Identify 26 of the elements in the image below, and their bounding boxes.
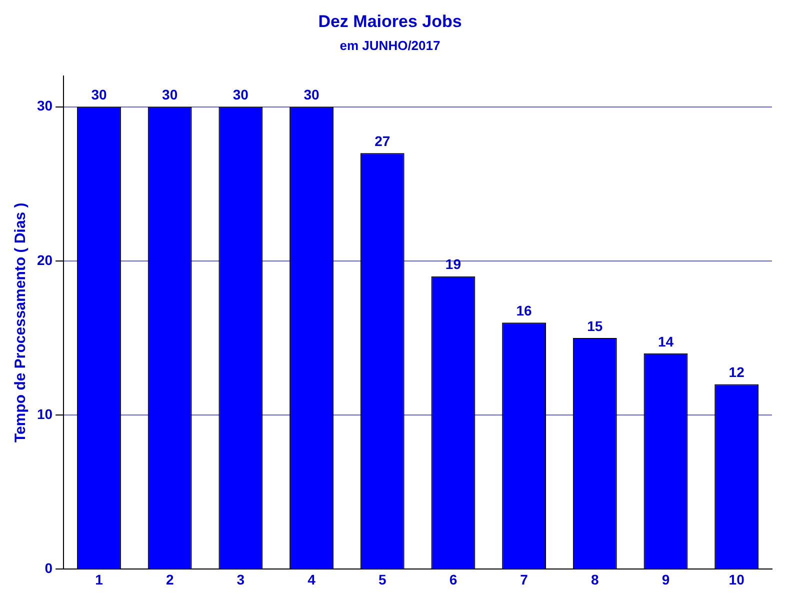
data-label: 30 (91, 86, 107, 103)
data-label: 15 (587, 318, 603, 334)
x-tick-label: 7 (520, 571, 528, 588)
y-tick-label: 20 (36, 252, 53, 268)
data-label: 30 (304, 86, 320, 103)
y-tick-label: 30 (36, 98, 53, 114)
x-tick-label: 6 (449, 571, 458, 588)
data-label: 14 (658, 333, 674, 350)
x-tick-label: 8 (590, 571, 599, 588)
y-tick-label: 10 (36, 406, 53, 422)
x-tick-label: 9 (662, 571, 670, 588)
data-label: 30 (162, 86, 178, 103)
y-tick-label: 0 (44, 560, 53, 576)
x-tick-label: 1 (95, 571, 104, 588)
x-tick-label: 4 (308, 571, 316, 588)
data-label: 30 (232, 86, 249, 103)
x-tick-label: 3 (236, 571, 245, 588)
data-label: 16 (516, 302, 532, 318)
y-axis-title: Tempo de Processamento ( Dias ) (12, 202, 30, 442)
data-label: 12 (728, 364, 745, 380)
chart-title: Dez Maiores Jobs (318, 12, 462, 31)
x-tick-label: 2 (166, 571, 174, 588)
chart-subtitle: em JUNHO/2017 (340, 38, 440, 53)
x-tick-label: 10 (728, 571, 745, 588)
data-label: 27 (374, 132, 390, 149)
x-tick-label: 5 (378, 571, 386, 588)
